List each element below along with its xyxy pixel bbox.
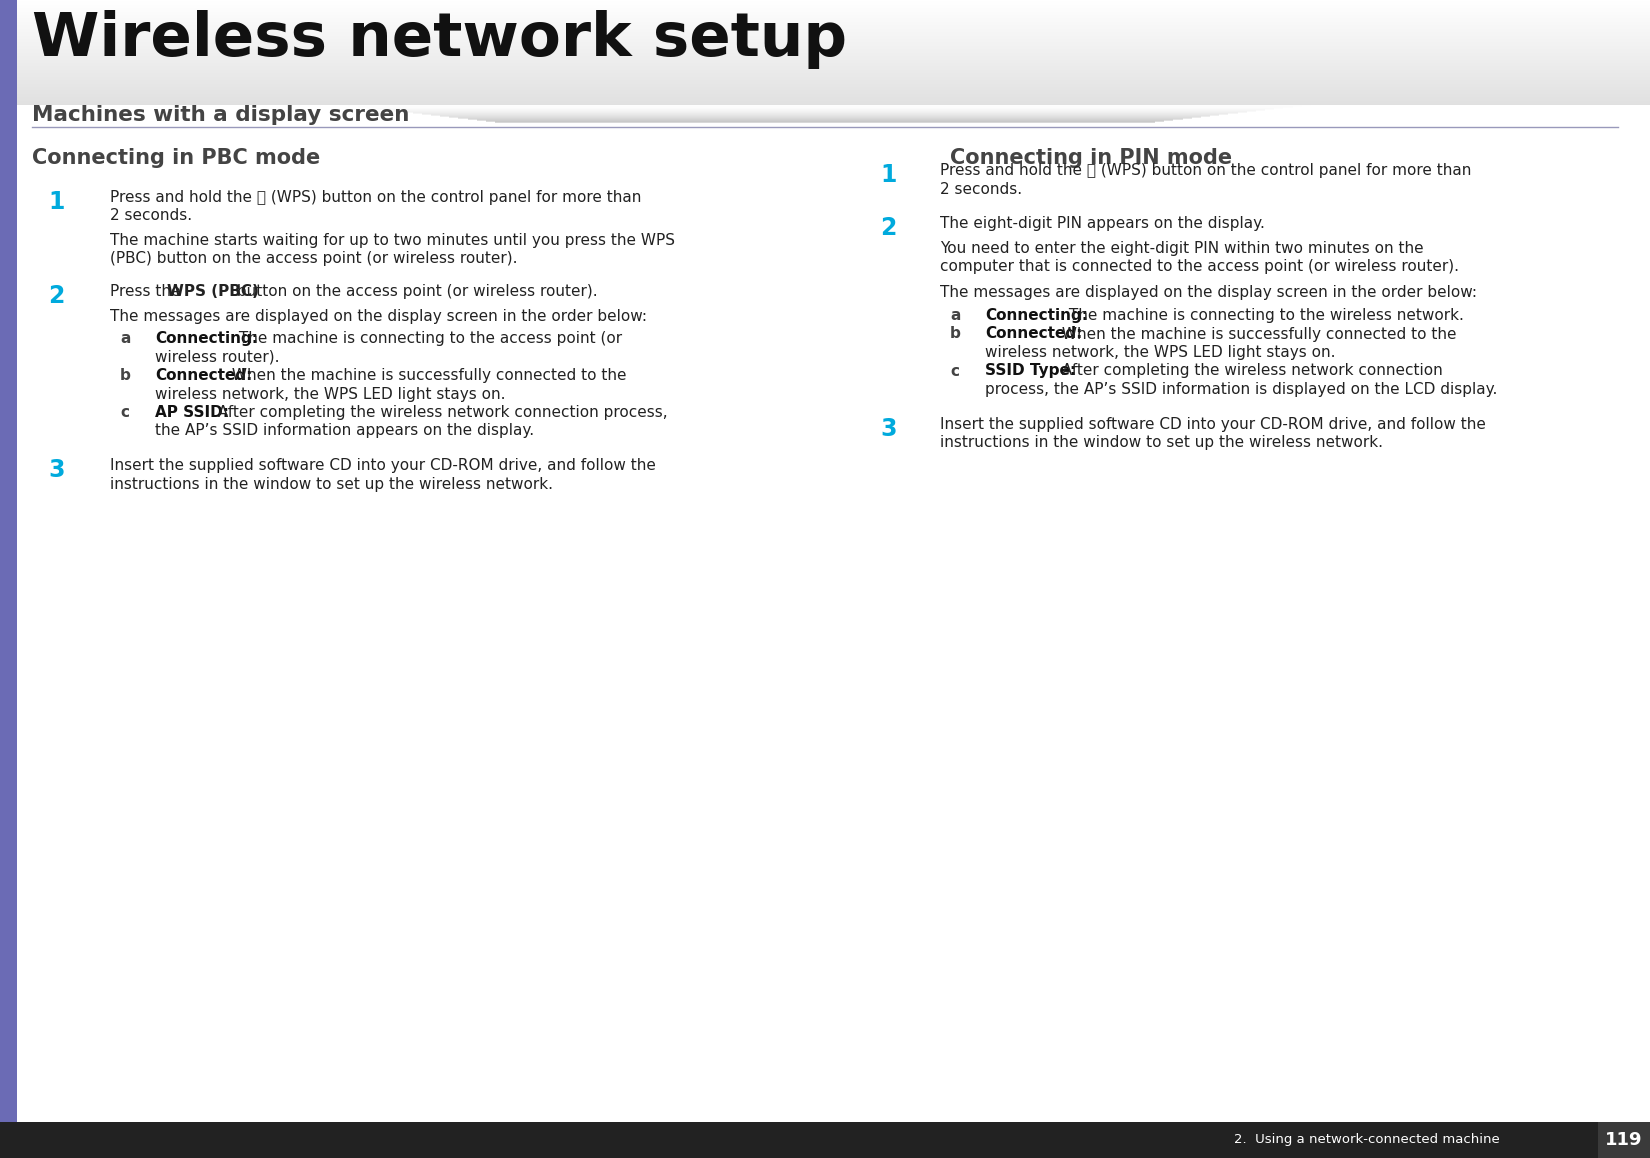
Text: 119: 119 [1605, 1131, 1643, 1149]
Text: 2: 2 [879, 217, 896, 240]
Text: The machine starts waiting for up to two minutes until you press the WPS: The machine starts waiting for up to two… [111, 233, 675, 248]
Text: AP SSID:: AP SSID: [155, 405, 229, 420]
Bar [441, 115, 1209, 117]
Text: Press and hold the Ⓟ (WPS) button on the control panel for more than: Press and hold the Ⓟ (WPS) button on the… [111, 190, 642, 205]
Text: a: a [950, 308, 960, 323]
Text: Wireless network setup: Wireless network setup [31, 10, 846, 69]
Text: wireless network, the WPS LED light stays on.: wireless network, the WPS LED light stay… [155, 387, 505, 402]
Bar [0, 1122, 1650, 1158]
Text: 2 seconds.: 2 seconds. [940, 182, 1021, 197]
Text: Connecting:: Connecting: [985, 308, 1087, 323]
Text: button on the access point (or wireless router).: button on the access point (or wireless … [231, 284, 597, 299]
Text: c: c [950, 364, 959, 379]
Text: Connected:: Connected: [985, 327, 1082, 342]
Bar [495, 120, 1155, 123]
Text: b: b [950, 327, 960, 342]
Text: You need to enter the eight-digit PIN within two minutes on the: You need to enter the eight-digit PIN wi… [940, 241, 1424, 256]
Text: The machine is connecting to the access point (or: The machine is connecting to the access … [234, 331, 622, 346]
Text: Connecting:: Connecting: [155, 331, 257, 346]
Text: After completing the wireless network connection process,: After completing the wireless network co… [213, 405, 668, 420]
Text: 2: 2 [48, 284, 64, 308]
Text: Machines with a display screen: Machines with a display screen [31, 105, 409, 125]
Bar [485, 120, 1165, 122]
Text: Insert the supplied software CD into your CD-ROM drive, and follow the: Insert the supplied software CD into you… [111, 459, 657, 472]
Text: process, the AP’s SSID information is displayed on the LCD display.: process, the AP’s SSID information is di… [985, 382, 1498, 397]
Text: wireless network, the WPS LED light stays on.: wireless network, the WPS LED light stay… [985, 345, 1335, 360]
Bar [477, 119, 1173, 120]
Text: a: a [120, 331, 130, 346]
Text: c: c [120, 405, 129, 420]
Bar [412, 112, 1238, 113]
Text: 1: 1 [48, 190, 64, 214]
Bar [0, 0, 16, 1158]
Text: Press and hold the Ⓟ (WPS) button on the control panel for more than: Press and hold the Ⓟ (WPS) button on the… [940, 163, 1472, 178]
Text: After completing the wireless network connection: After completing the wireless network co… [1058, 364, 1444, 379]
Text: computer that is connected to the access point (or wireless router).: computer that is connected to the access… [940, 259, 1459, 274]
Bar [459, 117, 1191, 119]
Bar [384, 109, 1266, 111]
Text: WPS (PBC): WPS (PBC) [167, 284, 259, 299]
Bar [348, 105, 1302, 107]
Text: Connecting in PIN mode: Connecting in PIN mode [950, 148, 1233, 168]
Text: Insert the supplied software CD into your CD-ROM drive, and follow the: Insert the supplied software CD into you… [940, 417, 1487, 432]
Bar [366, 107, 1284, 109]
Text: The messages are displayed on the display screen in the order below:: The messages are displayed on the displa… [111, 308, 647, 323]
Text: instructions in the window to set up the wireless network.: instructions in the window to set up the… [111, 476, 553, 491]
Text: Connecting in PBC mode: Connecting in PBC mode [31, 148, 320, 168]
Text: 1: 1 [879, 163, 896, 186]
Text: Press the: Press the [111, 284, 185, 299]
Text: b: b [120, 368, 130, 383]
Text: When the machine is successfully connected to the: When the machine is successfully connect… [1058, 327, 1457, 342]
Bar [422, 113, 1228, 115]
Text: 3: 3 [48, 459, 64, 482]
Text: (PBC) button on the access point (or wireless router).: (PBC) button on the access point (or wir… [111, 251, 518, 266]
Bar [1597, 1122, 1650, 1158]
Text: 2.  Using a network-connected machine: 2. Using a network-connected machine [1234, 1134, 1500, 1146]
Bar [358, 107, 1292, 108]
Text: The machine is connecting to the wireless network.: The machine is connecting to the wireles… [1064, 308, 1464, 323]
Bar [467, 118, 1183, 120]
Text: The messages are displayed on the display screen in the order below:: The messages are displayed on the displa… [940, 286, 1477, 300]
Text: 2 seconds.: 2 seconds. [111, 208, 191, 223]
Text: SSID Type:: SSID Type: [985, 364, 1076, 379]
Text: 3: 3 [879, 417, 896, 440]
Text: instructions in the window to set up the wireless network.: instructions in the window to set up the… [940, 435, 1383, 450]
Text: the AP’s SSID information appears on the display.: the AP’s SSID information appears on the… [155, 424, 535, 439]
Bar [431, 113, 1219, 116]
Text: The eight-digit PIN appears on the display.: The eight-digit PIN appears on the displ… [940, 217, 1266, 230]
Bar [340, 104, 1310, 107]
Text: wireless router).: wireless router). [155, 350, 279, 365]
Text: Connected:: Connected: [155, 368, 252, 383]
Bar [449, 116, 1201, 118]
Bar [376, 108, 1274, 110]
Bar [394, 110, 1256, 112]
Bar [403, 111, 1247, 113]
Text: When the machine is successfully connected to the: When the machine is successfully connect… [228, 368, 627, 383]
